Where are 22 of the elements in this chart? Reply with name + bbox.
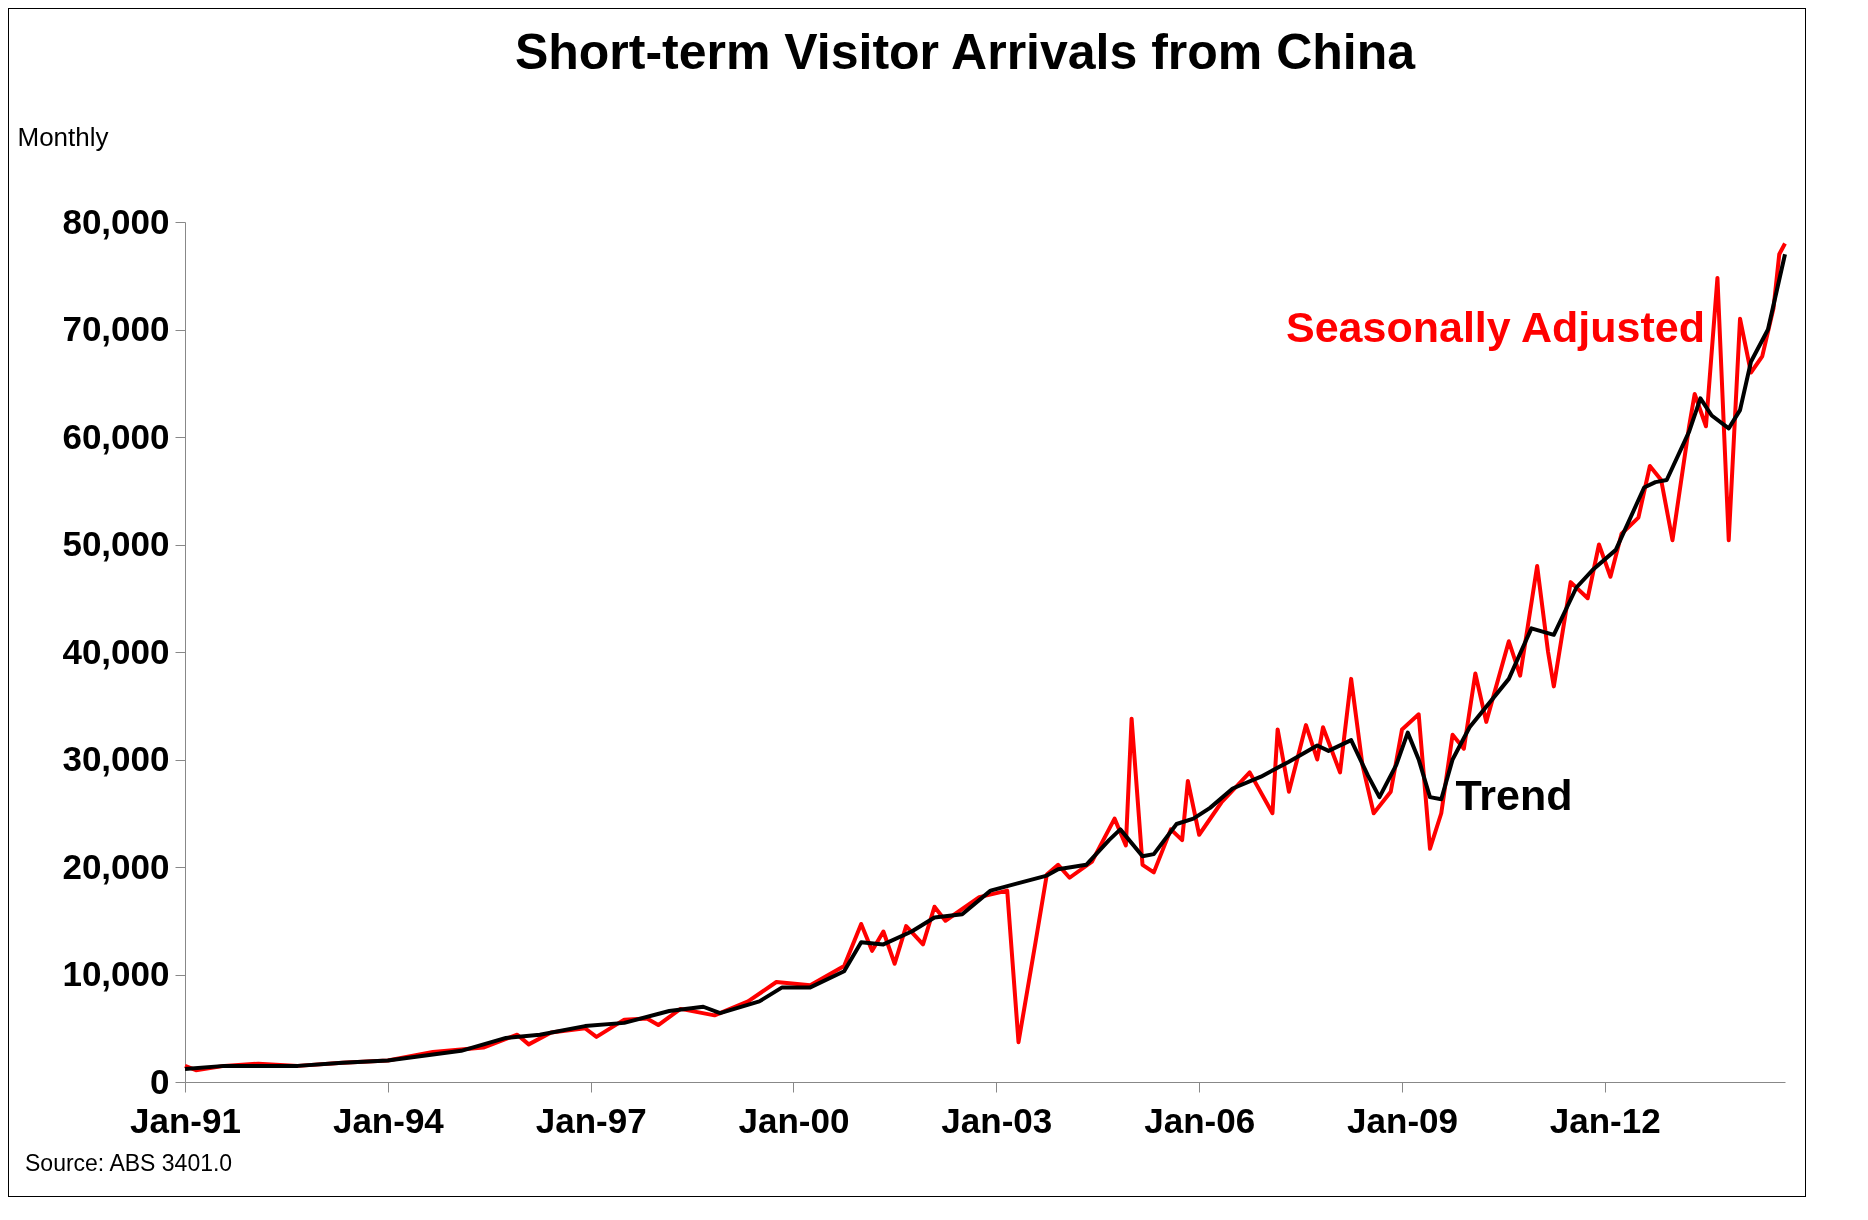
x-tick-label: Jan-09 [1347,1100,1458,1140]
y-tick-label: 20,000 [62,846,170,886]
y-tick-label: 50,000 [62,524,170,563]
x-tick-label: Jan-12 [1549,1100,1661,1140]
x-tick-label: Jan-94 [332,1100,445,1140]
y-axis-title: Monthly [17,121,109,152]
x-tick-label: Jan-97 [535,1100,647,1140]
y-tick-label: 30,000 [62,739,170,778]
y-tick-label: 40,000 [62,631,170,671]
x-tick-label: Jan-91 [130,1100,241,1140]
series-label: Seasonally Adjusted [1286,302,1705,351]
x-tick-label: Jan-00 [738,1100,850,1140]
chart-title: Short-term Visitor Arrivals from China [514,24,1417,80]
y-tick-label: 10,000 [62,954,170,993]
y-tick-label: 0 [150,1061,170,1101]
y-tick-label: 70,000 [62,309,170,348]
y-tick-label: 80,000 [62,201,170,241]
series-label: Trend [1455,771,1573,820]
y-tick-label: 60,000 [62,416,170,456]
x-tick-label: Jan-06 [1144,1100,1256,1140]
source-note: Source: ABS 3401.0 [25,1150,233,1176]
x-tick-label: Jan-03 [941,1100,1053,1140]
